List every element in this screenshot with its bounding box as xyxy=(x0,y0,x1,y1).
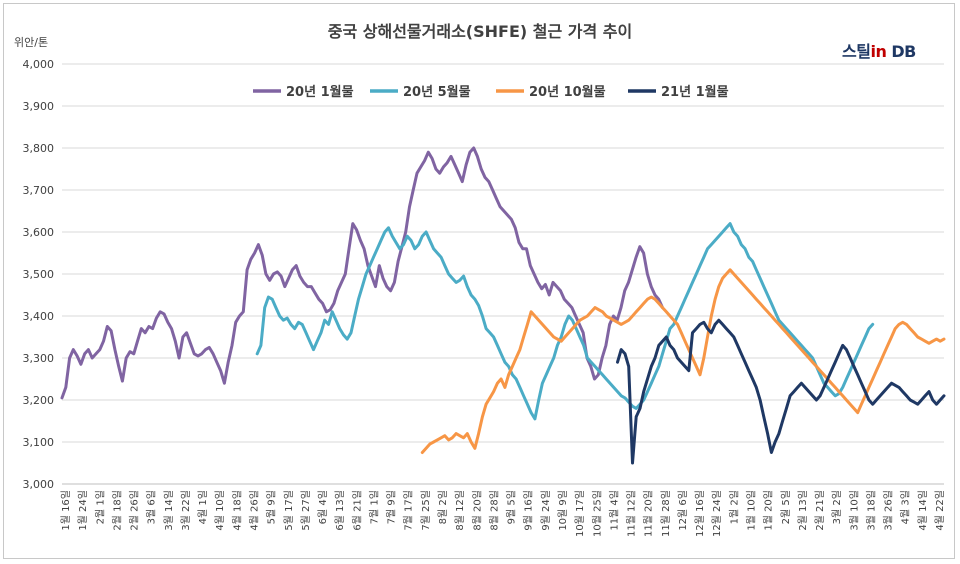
x-tick-label: 11월 4일 xyxy=(608,490,620,531)
x-tick-label: 3월 10일 xyxy=(848,490,860,531)
y-tick-label: 3,100 xyxy=(23,436,55,449)
x-tick-label: 1월 20일 xyxy=(763,490,775,531)
x-tick-label: 3월 18일 xyxy=(865,490,877,531)
x-tick-label: 3월 14일 xyxy=(163,490,175,531)
x-tick-label: 7월 17일 xyxy=(403,490,415,531)
x-tick-label: 1월 10일 xyxy=(745,490,757,531)
y-tick-label: 3,200 xyxy=(23,394,55,407)
x-tick-label: 4월 26일 xyxy=(249,490,261,531)
series-line xyxy=(60,146,664,400)
legend-label: 20년 1월물 xyxy=(286,84,354,100)
x-tick-label: 3월 2일 xyxy=(831,490,843,524)
x-tick-label: 3월 26일 xyxy=(883,490,895,531)
x-tick-label: 11월 28일 xyxy=(660,490,672,537)
y-tick-label: 3,300 xyxy=(23,352,55,365)
x-tick-label: 6월 4일 xyxy=(317,490,329,524)
y-tick-label: 3,900 xyxy=(23,100,55,113)
x-tick-label: 6월 13일 xyxy=(334,490,346,531)
legend-label: 20년 10월물 xyxy=(529,84,606,100)
x-tick-label: 4월 3일 xyxy=(900,490,912,524)
y-tick-label: 3,500 xyxy=(23,268,55,281)
brand-accent: in xyxy=(870,42,887,61)
x-tick-label: 2월 26일 xyxy=(129,490,141,531)
chart-frame xyxy=(3,3,955,559)
y-axis-unit-label: 위안/톤 xyxy=(14,36,49,49)
legend-label: 21년 1월물 xyxy=(661,84,729,100)
x-tick-label: 9월 24일 xyxy=(540,490,552,531)
series-line xyxy=(616,318,946,465)
x-tick-label: 10월 9일 xyxy=(557,490,569,531)
brand-tail: DB xyxy=(886,42,916,61)
y-tick-label: 3,700 xyxy=(23,184,55,197)
x-tick-label: 8월 12일 xyxy=(454,490,466,531)
y-tick-label: 3,600 xyxy=(23,226,55,239)
x-tick-label: 4월 10일 xyxy=(214,490,226,531)
x-tick-label: 12월 16일 xyxy=(694,490,706,537)
x-tick-label: 12월 6일 xyxy=(677,490,689,531)
x-tick-label: 1월 24일 xyxy=(77,490,89,531)
x-tick-label: 4월 14일 xyxy=(917,490,929,531)
x-tick-label: 11월 20일 xyxy=(643,490,655,537)
x-tick-label: 2월 1일 xyxy=(94,490,106,524)
x-tick-label: 4월 22일 xyxy=(934,490,946,531)
x-tick-label: 4월 18일 xyxy=(231,490,243,531)
x-tick-label: 5월 9일 xyxy=(266,490,278,524)
x-tick-label: 11월 12일 xyxy=(626,490,638,537)
y-tick-label: 4,000 xyxy=(23,58,55,71)
x-tick-label: 1월 16일 xyxy=(60,490,72,531)
brand-main: 스틸 xyxy=(842,42,871,61)
series-lines xyxy=(60,146,946,465)
legend-label: 20년 5월물 xyxy=(403,84,471,100)
series-line xyxy=(255,222,875,421)
x-tick-label: 12월 24일 xyxy=(711,490,723,537)
x-tick-label: 5월 17일 xyxy=(283,490,295,531)
x-tick-label: 3월 6일 xyxy=(146,490,158,524)
x-tick-label: 2월 21일 xyxy=(814,490,826,531)
x-tick-label: 4월 1일 xyxy=(197,490,209,524)
x-tick-label: 8월 2일 xyxy=(437,490,449,524)
x-tick-label: 7월 1일 xyxy=(368,490,380,524)
x-tick-label: 8월 20일 xyxy=(471,490,483,531)
x-tick-label: 2월 13일 xyxy=(797,490,809,531)
legend: 20년 1월물 20년 5월물 20년 10월물 21년 1월물 xyxy=(253,84,729,100)
x-tick-label: 9월 16일 xyxy=(523,490,535,531)
x-tick-label: 10월 25일 xyxy=(591,490,603,537)
x-tick-label: 7월 25일 xyxy=(420,490,432,531)
x-tick-label: 3월 22일 xyxy=(180,490,192,531)
x-tick-label: 10월 17일 xyxy=(574,490,586,537)
x-tick-label: 1월 2일 xyxy=(728,490,740,524)
brand-logo: 스틸in DB xyxy=(842,38,916,62)
y-tick-label: 3,400 xyxy=(23,310,55,323)
x-axis: 1월 16일 1월 24일 2월 1일 2월 18일 2월 26일 3월 6일 3월 14일… xyxy=(60,490,946,537)
x-tick-label: 7월 9일 xyxy=(386,490,398,524)
x-tick-label: 8월 28일 xyxy=(488,490,500,531)
x-tick-label: 5월 27일 xyxy=(300,490,312,531)
gridlines xyxy=(62,63,944,485)
y-axis: 3,000 3,100 3,200 3,300 3,400 3,500 3,600 3,700… xyxy=(23,58,55,491)
y-tick-label: 3,000 xyxy=(23,478,55,491)
x-tick-label: 2월 18일 xyxy=(111,490,123,531)
x-tick-label: 2월 5일 xyxy=(780,490,792,524)
x-tick-label: 9월 5일 xyxy=(506,490,518,524)
y-tick-label: 3,800 xyxy=(23,142,55,155)
series-line xyxy=(420,268,946,454)
chart-title: 중국 상해선물거래소(SHFE) 철근 가격 추이 xyxy=(327,22,633,41)
x-tick-label: 6월 21일 xyxy=(351,490,363,531)
